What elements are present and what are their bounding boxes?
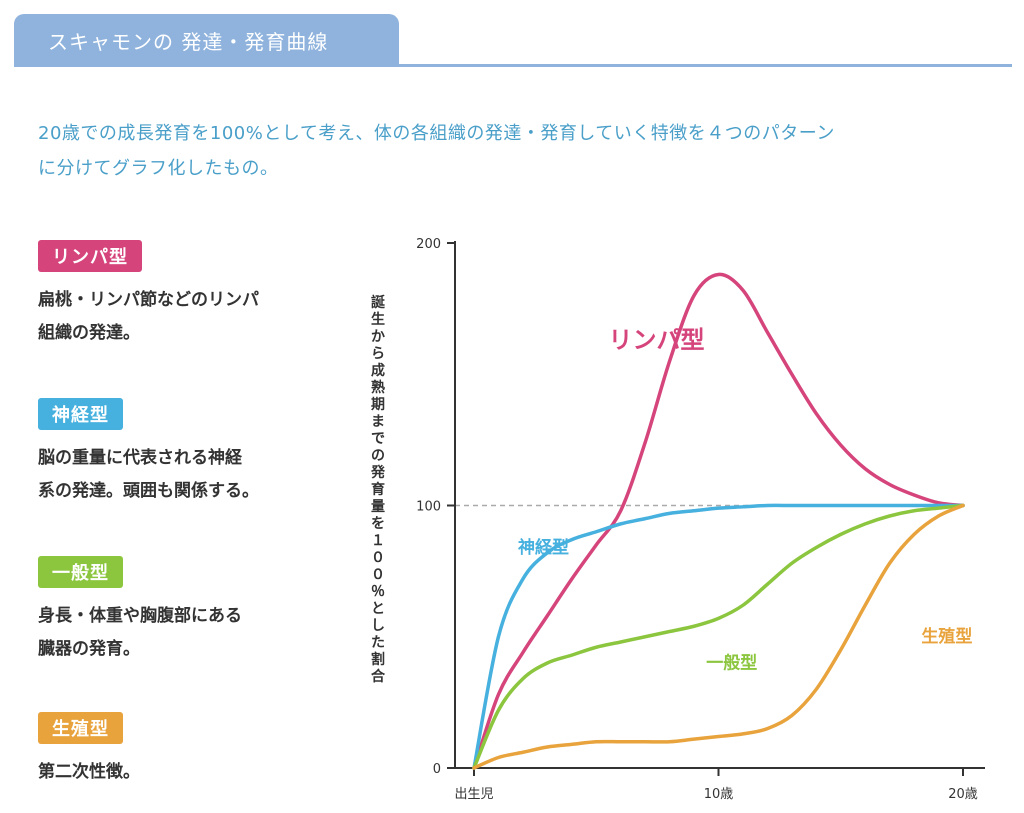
legend-item-reproductive: 生殖型 第二次性徴。 <box>38 712 328 789</box>
y-axis-label-char: 合 <box>371 668 386 685</box>
series-line-1 <box>472 503 965 770</box>
legend-badge: 生殖型 <box>38 712 123 744</box>
x-tick-label: 10歳 <box>704 787 734 802</box>
y-axis-label-char: ％ <box>371 584 385 600</box>
y-axis-label-char: し <box>371 618 385 634</box>
legend-item-neural: 神経型 脳の重量に代表される神経 系の発達。頭囲も関係する。 <box>38 398 328 508</box>
legend-desc-line: 組織の発達。 <box>38 323 140 343</box>
series-line-2 <box>472 503 965 770</box>
legend-desc-line: 扁桃・リンパ節などのリンパ <box>38 290 259 310</box>
intro-text: 20歳での成長発育を100%として考え、体の各組織の発達・発育していく特徴を４つ… <box>38 116 998 186</box>
y-axis-label-char: 割 <box>371 651 385 668</box>
intro-line-2: に分けてグラフ化したもの。 <box>38 158 279 179</box>
legend-badge: リンパ型 <box>38 240 142 272</box>
legend-desc-line: 身長・体重や胸腹部にある <box>38 606 242 626</box>
y-axis-label-char: を <box>371 516 385 532</box>
header-tab: スキャモンの 発達・発育曲線 <box>14 14 399 66</box>
legend-desc-line: 第二次性徴。 <box>38 762 140 782</box>
legend-description: 脳の重量に代表される神経 系の発達。頭囲も関係する。 <box>38 442 328 508</box>
x-tick-label: 出生児 <box>454 787 493 802</box>
y-axis-label-char: 成 <box>371 362 385 379</box>
legend-desc-line: 系の発達。頭囲も関係する。 <box>38 481 259 501</box>
intro-line-1: 20歳での成長発育を100%として考え、体の各組織の発達・発育していく特徴を４つ… <box>38 123 835 144</box>
series-label-1: 神経型 <box>518 537 569 558</box>
legend-item-general: 一般型 身長・体重や胸腹部にある 臓器の発育。 <box>38 556 328 666</box>
y-axis-label-char: 熟 <box>371 379 385 396</box>
y-axis-label-char: 誕 <box>371 294 385 311</box>
legend-description: 扁桃・リンパ節などのリンパ 組織の発達。 <box>38 284 328 350</box>
y-axis-label-char: ０ <box>371 567 385 583</box>
series-line-3 <box>472 503 965 770</box>
series-line-0 <box>472 272 965 770</box>
x-tick-label: 20歳 <box>948 787 978 802</box>
header-divider <box>14 64 1012 67</box>
series-label-3: 生殖型 <box>921 626 972 647</box>
legend-description: 第二次性徴。 <box>38 756 328 789</box>
y-axis-label-char: ０ <box>371 550 385 566</box>
y-axis-label-char: 量 <box>371 499 385 515</box>
series-label-2: 一般型 <box>706 652 757 673</box>
y-tick-label: 100 <box>416 500 441 515</box>
y-tick-label: 200 <box>416 237 441 252</box>
legend-badge: 神経型 <box>38 398 123 430</box>
legend-description: 身長・体重や胸腹部にある 臓器の発育。 <box>38 600 328 666</box>
y-axis-label-char: た <box>371 635 385 651</box>
page-title: スキャモンの 発達・発育曲線 <box>48 29 329 54</box>
legend-desc-line: 臓器の発育。 <box>38 639 140 659</box>
legend-badge: 一般型 <box>38 556 123 588</box>
y-axis-label-char: 期 <box>371 397 385 413</box>
y-axis-label-char: ら <box>371 346 385 362</box>
y-axis-label-char: 育 <box>371 481 385 498</box>
y-axis-label-char: 生 <box>371 311 385 328</box>
y-axis-label-char: と <box>371 601 385 617</box>
legend-item-lymphatic: リンパ型 扁桃・リンパ節などのリンパ 組織の発達。 <box>38 240 328 350</box>
y-axis-label-char: １ <box>371 533 385 549</box>
series-label-0: リンパ型 <box>608 326 704 354</box>
y-axis-label-char: か <box>371 329 385 345</box>
y-axis-label-char: で <box>371 431 385 447</box>
y-axis-label-char: の <box>371 448 385 464</box>
legend-desc-line: 脳の重量に代表される神経 <box>38 448 242 468</box>
y-axis-label-char: ま <box>371 414 385 430</box>
y-tick-label: 0 <box>433 762 441 777</box>
y-axis-label-char: 発 <box>370 464 386 481</box>
